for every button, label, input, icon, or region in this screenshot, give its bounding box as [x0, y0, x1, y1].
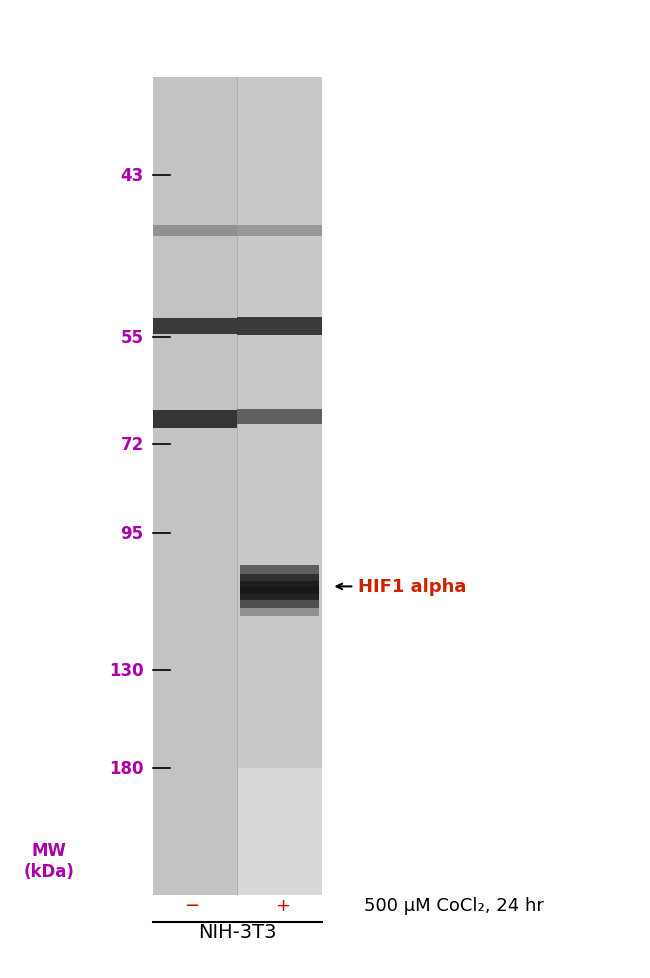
Text: +: + — [275, 896, 291, 913]
Bar — [153, 411, 237, 428]
Bar — [240, 592, 319, 600]
Text: 55: 55 — [121, 329, 144, 346]
Bar — [240, 586, 319, 595]
Bar — [153, 226, 237, 237]
Text: HIF1 alpha: HIF1 alpha — [358, 578, 466, 596]
Text: 500 μM CoCl₂, 24 hr: 500 μM CoCl₂, 24 hr — [364, 896, 544, 913]
Text: 180: 180 — [109, 759, 144, 777]
Bar — [237, 78, 322, 895]
Bar — [153, 319, 237, 334]
Text: MW
(kDa): MW (kDa) — [23, 841, 74, 880]
Bar — [153, 78, 237, 895]
Text: 72: 72 — [120, 436, 144, 454]
Text: 43: 43 — [120, 167, 144, 185]
Text: NIH-3T3: NIH-3T3 — [198, 922, 276, 941]
Bar — [237, 410, 322, 424]
Text: 130: 130 — [109, 661, 144, 679]
Bar — [240, 579, 319, 588]
Bar — [240, 607, 319, 616]
Bar — [237, 318, 322, 335]
Bar — [240, 572, 319, 581]
Bar — [153, 78, 322, 895]
Text: −: − — [184, 896, 200, 913]
Bar — [237, 768, 322, 895]
Bar — [240, 565, 319, 574]
Bar — [240, 600, 319, 608]
Bar — [237, 226, 322, 237]
Text: 95: 95 — [120, 524, 144, 542]
